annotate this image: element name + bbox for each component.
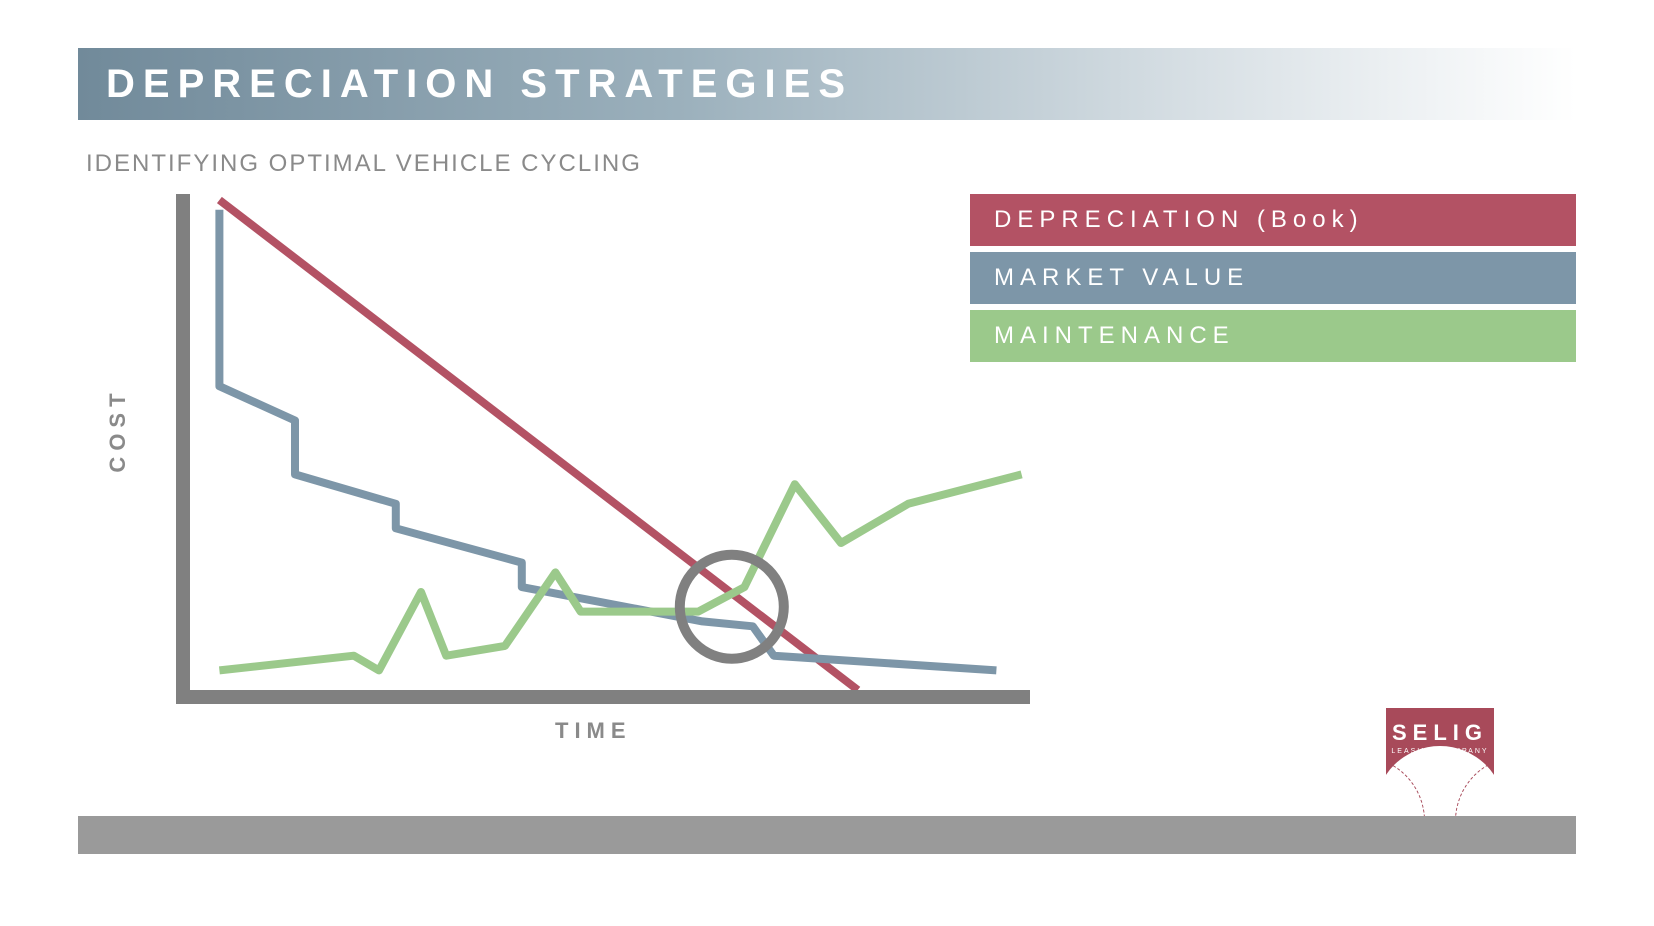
focus-circle bbox=[680, 555, 784, 659]
logo-text-main: SELIG bbox=[1386, 720, 1494, 746]
baseball-icon bbox=[1386, 746, 1494, 816]
y-axis bbox=[176, 194, 190, 704]
legend-item-depreciation: DEPRECIATION (Book) bbox=[970, 194, 1576, 246]
subtitle: IDENTIFYING OPTIMAL VEHICLE CYCLING bbox=[86, 150, 642, 178]
page-title: DEPRECIATION STRATEGIES bbox=[106, 62, 853, 107]
series-depreciation bbox=[219, 200, 857, 690]
legend-item-market-value: MARKET VALUE bbox=[970, 252, 1576, 304]
series-market_value bbox=[219, 210, 996, 671]
footer-bar bbox=[78, 816, 1576, 854]
title-bar: DEPRECIATION STRATEGIES bbox=[78, 48, 1576, 120]
x-axis bbox=[176, 690, 1030, 704]
legend-label: MAINTENANCE bbox=[994, 322, 1235, 350]
legend-label: MARKET VALUE bbox=[994, 264, 1249, 292]
legend-item-maintenance: MAINTENANCE bbox=[970, 310, 1576, 362]
legend: DEPRECIATION (Book) MARKET VALUE MAINTEN… bbox=[970, 194, 1576, 368]
logo: SELIG LEASING COMPANY bbox=[1386, 708, 1494, 816]
slide: DEPRECIATION STRATEGIES IDENTIFYING OPTI… bbox=[0, 0, 1654, 926]
chart bbox=[120, 190, 1060, 750]
chart-svg bbox=[120, 190, 1060, 750]
legend-label: DEPRECIATION (Book) bbox=[994, 206, 1364, 234]
